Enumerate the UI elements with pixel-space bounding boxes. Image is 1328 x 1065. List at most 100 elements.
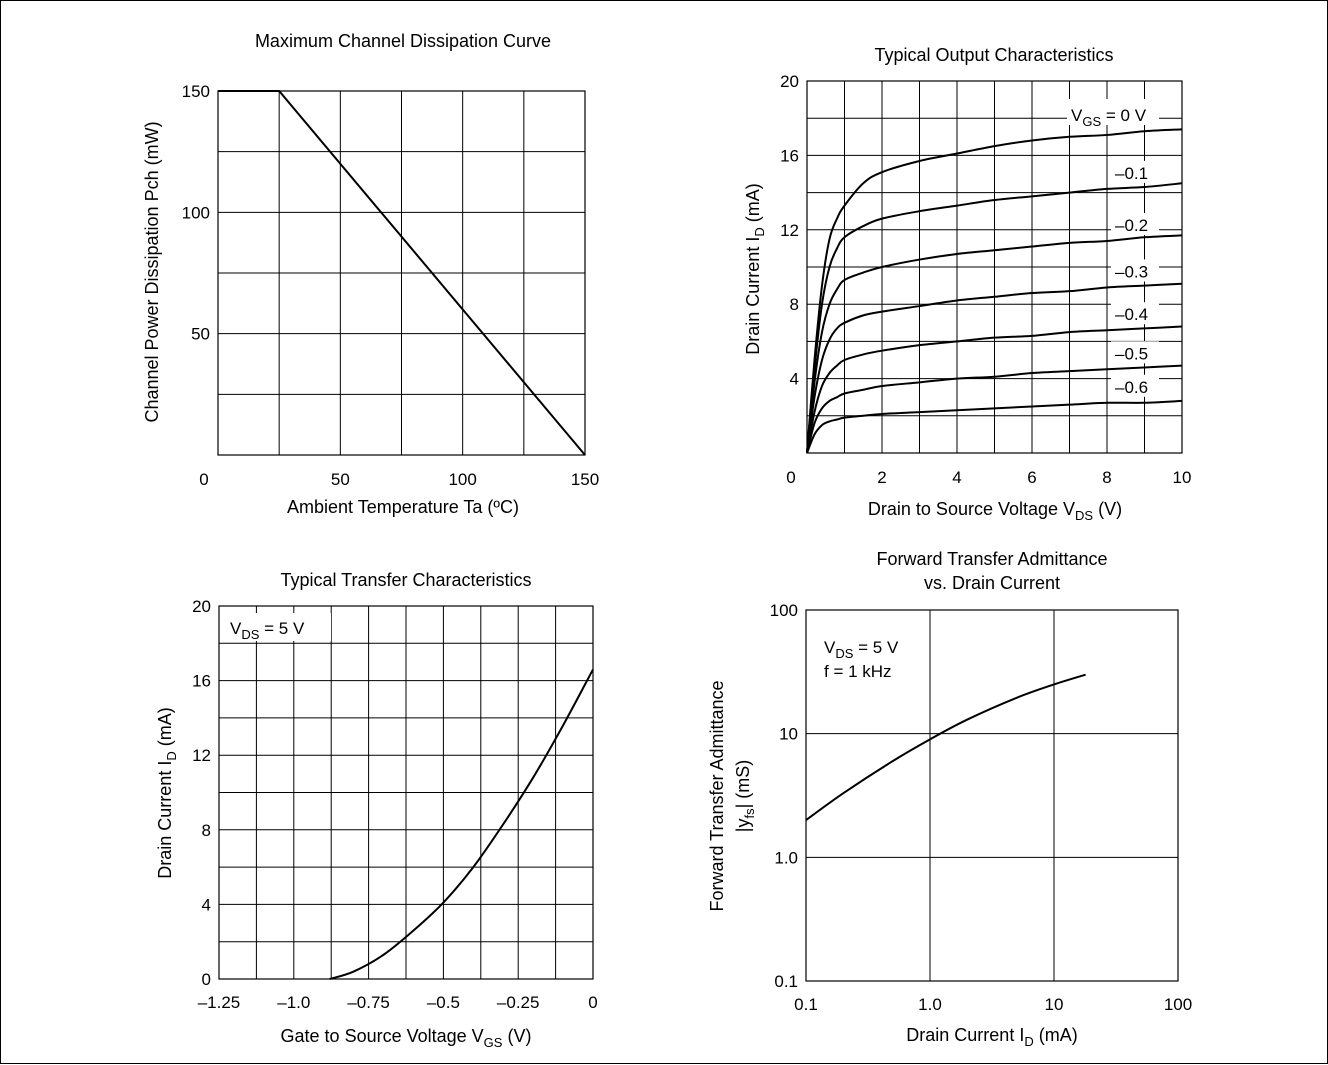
series-line-3 — [806, 282, 1183, 454]
series-line-2 — [806, 234, 1183, 454]
series-line-0 — [806, 128, 1183, 454]
y-tick-label: 12 — [192, 746, 211, 765]
curve-label-backdrop — [1111, 374, 1159, 397]
dissipation-grid — [217, 90, 586, 456]
admittance-y-axis-label-line2: |yfs| (mS) — [733, 760, 757, 832]
x-tick-label: 10 — [1045, 995, 1064, 1014]
curve-label-backdrop — [1111, 160, 1159, 183]
x-tick-label: 0.1 — [794, 995, 818, 1014]
y-tick-label: 0.1 — [774, 972, 798, 991]
series-line-6 — [806, 399, 1183, 454]
x-tick-label: 2 — [877, 468, 886, 487]
y-tick-label: 12 — [780, 221, 799, 240]
x-tick-label: 0 — [199, 470, 208, 489]
x-tick-label: –1.25 — [198, 993, 241, 1012]
transfer-x-axis-label: Gate to Source Voltage VGS (V) — [281, 1026, 532, 1050]
admittance-x-axis-label: Drain Current ID (mA) — [906, 1025, 1077, 1049]
plot-frame — [805, 609, 1179, 982]
admittance-title-line1: Forward Transfer Admittance — [876, 549, 1107, 569]
y-tick-label: 16 — [192, 672, 211, 691]
x-tick-label: –0.75 — [347, 993, 390, 1012]
plot-frame — [806, 80, 1183, 454]
curve-label: –0.3 — [1115, 262, 1148, 281]
x-tick-label: 100 — [448, 470, 476, 489]
x-tick-label: –0.5 — [427, 993, 460, 1012]
curve-label: –0.6 — [1115, 378, 1148, 397]
y-tick-label: 1.0 — [774, 848, 798, 867]
y-tick-label: 4 — [790, 370, 799, 389]
x-tick-label: 1.0 — [918, 995, 942, 1014]
curve-label: –0.5 — [1115, 344, 1148, 363]
dissipation-series — [218, 90, 586, 456]
curve-label: –0.4 — [1115, 305, 1148, 324]
admittance-chart: Forward Transfer Admittance vs. Drain Cu… — [707, 549, 1192, 1049]
output-ticks: 0 2 4 6 8 10 4 8 12 16 20 — [780, 72, 1191, 487]
output-series — [806, 128, 1183, 454]
curve-label-backdrop — [1111, 212, 1159, 235]
series-line-0 — [329, 668, 594, 980]
transfer-grid — [218, 605, 594, 980]
transfer-annotation-backdrop — [223, 613, 331, 641]
x-tick-label: –1.0 — [277, 993, 310, 1012]
output-title: Typical Output Characteristics — [874, 45, 1113, 65]
y-tick-label: 16 — [780, 146, 799, 165]
admittance-y-axis-label-line1: Forward Transfer Admittance — [707, 680, 727, 911]
series-line-1 — [806, 182, 1183, 454]
x-tick-label: 0 — [588, 993, 597, 1012]
curve-label: –0.2 — [1115, 216, 1148, 235]
x-tick-label: 10 — [1173, 468, 1192, 487]
output-curve-labels: VGS = 0 V –0.1 –0.2 –0.3 –0.4 –0.5 –0.6 — [1067, 99, 1159, 397]
transfer-vds-annotation: VDS = 5 V — [230, 619, 305, 642]
transfer-ticks: –1.25 –1.0 –0.75 –0.5 –0.25 0 0 4 8 12 16 20 — [192, 597, 598, 1012]
admittance-grid — [805, 609, 1179, 982]
x-tick-label: 0 — [786, 468, 795, 487]
admittance-title-line2: vs. Drain Current — [924, 573, 1060, 593]
x-tick-label: 50 — [331, 470, 350, 489]
y-tick-label: 0 — [202, 970, 211, 989]
y-tick-label: 8 — [202, 821, 211, 840]
admittance-series — [805, 673, 1086, 821]
y-tick-label: 20 — [780, 72, 799, 91]
x-tick-label: 4 — [952, 468, 961, 487]
plot-frame — [217, 90, 586, 456]
x-tick-label: –0.25 — [497, 993, 540, 1012]
y-tick-label: 4 — [202, 895, 211, 914]
y-tick-label: 8 — [790, 295, 799, 314]
dissipation-ticks: 0 50 100 150 50 100 150 — [182, 82, 600, 489]
x-tick-label: 100 — [1164, 995, 1192, 1014]
series-line-5 — [806, 364, 1183, 454]
y-tick-label: 50 — [191, 325, 210, 344]
admittance-freq-annotation: f = 1 kHz — [824, 662, 892, 681]
x-tick-label: 8 — [1102, 468, 1111, 487]
curve-label-backdrop — [1111, 259, 1159, 282]
dissipation-title: Maximum Channel Dissipation Curve — [255, 31, 551, 51]
output-y-axis-label: Drain Current ID (mA) — [743, 183, 767, 354]
transfer-series — [329, 668, 594, 980]
admittance-ticks: 0.1 1.0 10 100 0.1 1.0 10 100 — [770, 601, 1193, 1014]
plot-frame — [218, 605, 594, 980]
transfer-y-axis-label: Drain Current ID (mA) — [155, 707, 179, 878]
curve-label: –0.1 — [1115, 164, 1148, 183]
curve-label-backdrop — [1111, 341, 1159, 364]
y-tick-label: 20 — [192, 597, 211, 616]
admittance-vds-annotation: VDS = 5 V — [824, 638, 899, 661]
vgs-curve-label: VGS = 0 V — [1071, 106, 1147, 129]
x-tick-label: 6 — [1027, 468, 1036, 487]
dissipation-x-axis-label: Ambient Temperature Ta (ºC) — [287, 497, 519, 517]
series-line-0 — [218, 90, 586, 456]
output-chart: Typical Output Characteristics 0 2 4 6 8 10 4 8… — [743, 45, 1191, 523]
dissipation-chart: Maximum Channel Dissipation Curve 0 50 100… — [142, 31, 599, 517]
y-tick-label: 100 — [182, 203, 210, 222]
series-line-0 — [805, 673, 1086, 821]
curve-label-backdrop — [1111, 302, 1159, 325]
transfer-title: Typical Transfer Characteristics — [280, 570, 531, 590]
y-tick-label: 100 — [770, 601, 798, 620]
y-tick-label: 150 — [182, 82, 210, 101]
series-line-4 — [806, 325, 1183, 454]
dissipation-y-axis-label: Channel Power Dissipation Pch (mW) — [142, 121, 162, 422]
transfer-chart: Typical Transfer Characteristics –1.25 –1… — [155, 570, 598, 1050]
vgs-label-backdrop — [1067, 99, 1159, 125]
output-x-axis-label: Drain to Source Voltage VDS (V) — [868, 499, 1122, 523]
